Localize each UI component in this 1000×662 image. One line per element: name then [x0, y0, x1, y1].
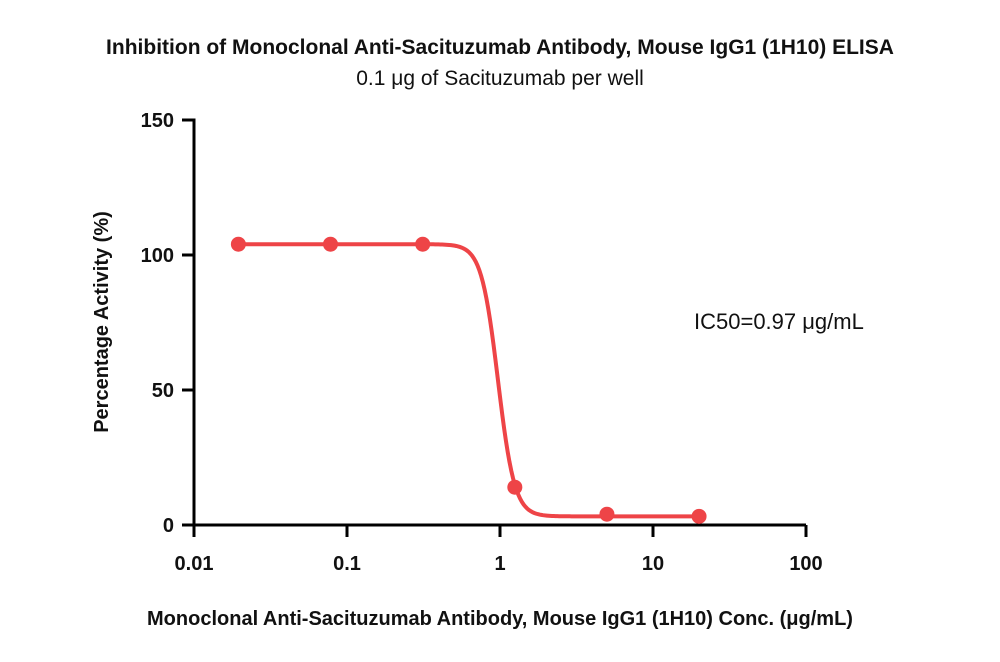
y-tick-label: 100 [141, 245, 174, 267]
x-axis-label: Monoclonal Anti-Sacituzumab Antibody, Mo… [147, 608, 853, 630]
chart-subtitle: 0.1 μg of Sacituzumab per well [356, 67, 644, 90]
chart-title: Inhibition of Monoclonal Anti-Sacituzuma… [106, 36, 894, 59]
x-tick-label: 1 [494, 553, 505, 575]
y-tick-label: 0 [163, 515, 174, 537]
data-point [322, 236, 338, 252]
x-tick-label: 100 [789, 553, 822, 575]
data-point [230, 236, 246, 252]
data-points [230, 236, 707, 524]
fit-curve [238, 242, 700, 519]
x-tick-label: 0.1 [333, 553, 361, 575]
y-axis-ticks: 0 50 100 150 [141, 110, 194, 537]
x-tick-label: 10 [642, 553, 664, 575]
data-point [507, 479, 523, 495]
data-point [691, 508, 707, 524]
x-axis-ticks: 0.01 0.1 1 10 100 [175, 525, 823, 575]
y-tick-label: 50 [152, 380, 174, 402]
x-tick-label: 0.01 [175, 553, 214, 575]
data-point [599, 506, 615, 522]
y-axis-label: Percentage Activity (%) [91, 211, 113, 433]
y-tick-label: 150 [141, 110, 174, 132]
ic50-annotation: IC50=0.97 μg/mL [694, 309, 864, 334]
data-point [415, 236, 431, 252]
